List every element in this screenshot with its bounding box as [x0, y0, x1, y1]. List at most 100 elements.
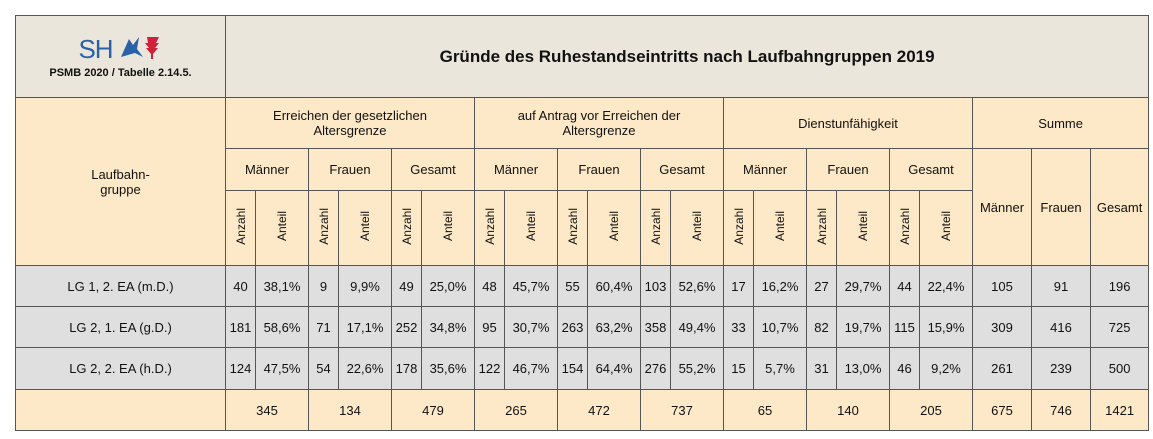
measure-label: Anzahl	[731, 208, 746, 245]
sum-subgroup-header: Männer	[972, 148, 1032, 266]
logo: SH	[17, 34, 225, 65]
table-row: LG 2, 1. EA (g.D.) 181 58,6% 71 17,1% 252 34,8…	[15, 306, 1150, 348]
measure-label: Anzahl	[482, 208, 497, 245]
data-cell: 22,4%	[919, 265, 973, 307]
total-cell: 479	[391, 389, 475, 431]
data-cell: 91	[1031, 265, 1091, 307]
data-cell: 17,1%	[338, 306, 392, 348]
subgroup-header: Frauen	[557, 148, 641, 191]
measure-label: Anteil	[690, 211, 704, 242]
data-cell: 9,9%	[338, 265, 392, 307]
total-cell: 265	[474, 389, 558, 431]
logo-cell: SH PSMB 2020 / Tabelle 2.14.5.	[15, 15, 226, 98]
data-cell: 13,0%	[836, 347, 890, 390]
data-cell: 52,6%	[670, 265, 724, 307]
data-cell: 30,7%	[504, 306, 558, 348]
data-cell: 124	[225, 347, 256, 390]
subgroup-header: Männer	[723, 148, 807, 191]
data-cell: 31	[806, 347, 837, 390]
measure-header: Anzahl	[889, 190, 920, 266]
data-cell: 60,4%	[587, 265, 641, 307]
group-header: Dienstunfähigkeit	[723, 97, 973, 149]
subgroup-header: Gesamt	[889, 148, 973, 191]
row-label: LG 2, 2. EA (h.D.)	[15, 347, 226, 390]
table-row: 345 134 479 265 472 737 65 140 205 675 746 1421	[15, 389, 1150, 431]
table-title: Gründe des Ruhestandseintritts nach Lauf…	[224, 15, 1150, 98]
data-cell: 103	[640, 265, 671, 307]
measure-header: Anteil	[753, 190, 807, 266]
data-cell: 725	[1089, 306, 1150, 348]
data-cell: 309	[972, 306, 1032, 348]
data-cell: 82	[806, 306, 837, 348]
measure-label: Anzahl	[565, 208, 580, 245]
measure-label: Anteil	[773, 211, 787, 242]
subgroup-header: Männer	[225, 148, 309, 191]
measure-label: Anteil	[607, 211, 621, 242]
data-cell: 35,6%	[421, 347, 475, 390]
measure-label: Anzahl	[399, 208, 414, 245]
data-cell: 181	[225, 306, 256, 348]
table-wrap: SH PSMB 2020 / Tabelle 2.14.5. Gründe des …	[15, 15, 1150, 431]
measure-header: Anteil	[255, 190, 309, 266]
data-cell: 358	[640, 306, 671, 348]
data-cell: 47,5%	[255, 347, 309, 390]
total-cell: 737	[640, 389, 724, 431]
measure-header: Anteil	[670, 190, 724, 266]
measure-header: Anzahl	[723, 190, 754, 266]
total-cell: 134	[308, 389, 392, 431]
total-cell: 140	[806, 389, 890, 431]
data-cell: 10,7%	[753, 306, 807, 348]
measure-label: Anzahl	[316, 208, 331, 245]
row-label: LG 1, 2. EA (m.D.)	[15, 265, 226, 307]
measure-label: Anteil	[856, 211, 870, 242]
measure-label: Anteil	[358, 211, 372, 242]
measure-header: Anteil	[421, 190, 475, 266]
data-cell: 15	[723, 347, 754, 390]
data-cell: 58,6%	[255, 306, 309, 348]
data-cell: 38,1%	[255, 265, 309, 307]
data-cell: 261	[972, 347, 1032, 390]
data-cell: 48	[474, 265, 505, 307]
table: SH PSMB 2020 / Tabelle 2.14.5. Gründe des …	[15, 15, 1150, 431]
logo-icon	[120, 37, 159, 59]
total-cell: 345	[225, 389, 309, 431]
group-header: Summe	[971, 97, 1150, 149]
measure-header: Anteil	[919, 190, 973, 266]
table-row: LG 2, 2. EA (h.D.) 124 47,5% 54 22,6% 178 35,6…	[15, 347, 1150, 390]
sum-subgroup-header: Gesamt	[1089, 148, 1150, 266]
data-cell: 122	[474, 347, 505, 390]
data-cell: 154	[557, 347, 588, 390]
data-cell: 416	[1031, 306, 1091, 348]
data-cell: 33	[723, 306, 754, 348]
data-cell: 9	[308, 265, 339, 307]
measure-label: Anzahl	[648, 208, 663, 245]
measure-header: Anteil	[587, 190, 641, 266]
group-header: auf Antrag vor Erreichen der Altersgrenz…	[474, 97, 724, 149]
data-cell: 55	[557, 265, 588, 307]
measure-header: Anzahl	[391, 190, 422, 266]
data-cell: 239	[1031, 347, 1091, 390]
data-cell: 178	[391, 347, 422, 390]
data-cell: 19,7%	[836, 306, 890, 348]
data-cell: 95	[474, 306, 505, 348]
measure-label: Anteil	[441, 211, 455, 242]
total-cell: 746	[1031, 389, 1091, 431]
measure-header: Anzahl	[557, 190, 588, 266]
data-cell: 15,9%	[919, 306, 973, 348]
measure-header: Anzahl	[640, 190, 671, 266]
total-cell: 1421	[1089, 389, 1150, 431]
measure-label: Anzahl	[897, 208, 912, 245]
subgroup-header: Männer	[474, 148, 558, 191]
total-cell: 472	[557, 389, 641, 431]
data-cell: 71	[308, 306, 339, 348]
table-row: SH PSMB 2020 / Tabelle 2.14.5. Gründe des …	[15, 15, 1150, 98]
measure-label: Anteil	[275, 211, 289, 242]
data-cell: 196	[1089, 265, 1150, 307]
data-cell: 46	[889, 347, 920, 390]
data-cell: 115	[889, 306, 920, 348]
measure-header: Anzahl	[225, 190, 256, 266]
total-cell: 65	[723, 389, 807, 431]
data-cell: 105	[972, 265, 1032, 307]
totals-label	[15, 389, 226, 431]
